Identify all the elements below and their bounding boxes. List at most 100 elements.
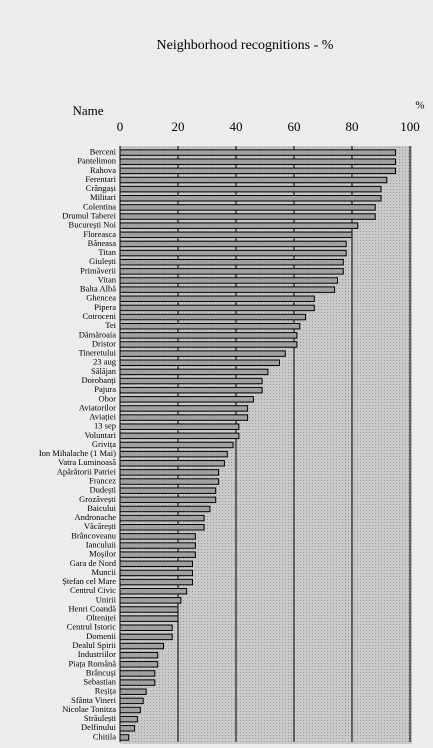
y-tick-label: Ianculuii xyxy=(86,539,117,549)
bar xyxy=(119,204,376,211)
bar xyxy=(119,313,307,321)
y-tick-label: Francez xyxy=(89,476,116,486)
bar xyxy=(119,176,388,184)
y-tick-label: Străulești xyxy=(84,713,117,723)
bar xyxy=(119,295,315,303)
bar xyxy=(119,615,179,622)
y-tick-label: Sălăjan xyxy=(91,366,117,376)
y-tick-label: Colentina xyxy=(83,201,116,211)
bar xyxy=(119,496,217,504)
bar xyxy=(119,185,382,193)
bar xyxy=(119,167,396,175)
y-tick-label: Berceni xyxy=(90,147,117,157)
chart-title: Neighborhood recognitions - % xyxy=(157,38,334,53)
x-tick-label: 100 xyxy=(400,119,420,134)
bar xyxy=(119,450,228,458)
x-tick-label: 60 xyxy=(288,119,301,134)
y-tick-label: Rahova xyxy=(90,165,116,175)
bar xyxy=(119,560,193,568)
y-tick-label: 23 aug xyxy=(93,357,117,367)
y-tick-label: Ion Mihalache (1 Mai) xyxy=(39,448,116,458)
y-tick-label: Pajura xyxy=(94,384,116,394)
y-tick-label: Tei xyxy=(105,320,116,330)
bar xyxy=(119,322,301,330)
y-tick-label: Vatra Luminoasă xyxy=(58,457,116,467)
y-tick-label: Gara de Nord xyxy=(70,558,117,568)
y-tick-label: București Noi xyxy=(69,220,117,230)
bar xyxy=(119,734,130,741)
y-tick-label: Crângași xyxy=(86,183,117,193)
y-tick-label: Ștefan cel Mare xyxy=(62,576,116,586)
y-tick-label: Balta Albă xyxy=(80,284,116,294)
bar xyxy=(119,350,286,357)
y-tick-label: Băneasa xyxy=(88,238,117,248)
bar xyxy=(119,478,220,485)
bar xyxy=(119,359,280,366)
bar xyxy=(119,441,234,449)
bar xyxy=(119,222,359,229)
bar xyxy=(119,423,240,430)
bar xyxy=(119,706,141,714)
bar xyxy=(119,551,196,558)
bar xyxy=(119,195,382,202)
bar xyxy=(119,533,196,540)
bar xyxy=(119,587,188,595)
y-tick-label: Voluntari xyxy=(85,430,117,440)
bar xyxy=(119,633,173,641)
bar xyxy=(119,432,240,440)
y-tick-label: Văcărești xyxy=(84,521,117,531)
bar xyxy=(119,725,135,732)
y-tick-label: Centrul Civic xyxy=(70,585,116,595)
y-tick-label: Cotroceni xyxy=(82,311,116,321)
y-tick-label: Industriilor xyxy=(78,649,116,659)
y-tick-label: Centrul Istoric xyxy=(67,622,117,632)
bar xyxy=(119,661,159,668)
category-axis-label: Name xyxy=(72,103,103,118)
bar xyxy=(119,377,263,385)
bar xyxy=(119,158,396,165)
y-tick-label: Tineretului xyxy=(79,348,117,358)
bar xyxy=(119,715,138,723)
y-tick-label: Primăverii xyxy=(80,265,117,275)
y-tick-label: Piața Română xyxy=(69,658,117,668)
bar xyxy=(119,268,344,275)
bar xyxy=(119,679,156,686)
bar xyxy=(119,688,147,695)
y-tick-label: Militari xyxy=(90,192,117,202)
y-tick-label: Domenii xyxy=(86,631,116,641)
bar xyxy=(119,542,196,549)
y-tick-label: Dorobanți xyxy=(82,375,117,385)
bar xyxy=(119,460,225,467)
y-tick-label: Aviatorilor xyxy=(79,402,116,412)
y-tick-label: Chitila xyxy=(93,731,116,741)
bar xyxy=(119,249,347,257)
y-tick-label: Baicului xyxy=(87,503,116,513)
y-tick-label: Vitan xyxy=(98,274,117,284)
y-tick-label: Muncii xyxy=(91,567,116,577)
y-tick-label: Aviației xyxy=(89,412,116,422)
y-tick-label: Brâncuși xyxy=(86,667,117,677)
y-tick-label: Moșilor xyxy=(89,549,116,559)
bar xyxy=(119,505,211,513)
y-tick-label: Sebastian xyxy=(83,677,116,687)
bar xyxy=(119,487,217,494)
y-tick-label: Sfânta Vineri xyxy=(71,695,117,705)
y-tick-label: Delfinului xyxy=(81,722,117,732)
y-tick-label: Grivița xyxy=(92,439,116,449)
bar xyxy=(119,240,347,248)
bar xyxy=(119,524,205,531)
x-tick-label: 20 xyxy=(172,119,185,134)
x-tick-label: 40 xyxy=(230,119,243,134)
bar xyxy=(119,578,193,586)
y-tick-label: Reșița xyxy=(95,686,116,696)
bar xyxy=(119,469,220,476)
bar xyxy=(119,304,315,312)
bar xyxy=(119,231,353,239)
y-tick-label: Obor xyxy=(99,393,117,403)
y-tick-label: 13 sep xyxy=(94,421,116,431)
y-tick-label: Floreasca xyxy=(83,229,116,239)
bar xyxy=(119,597,182,604)
bar xyxy=(119,569,193,577)
y-tick-label: Drumul Taberei xyxy=(62,210,116,220)
